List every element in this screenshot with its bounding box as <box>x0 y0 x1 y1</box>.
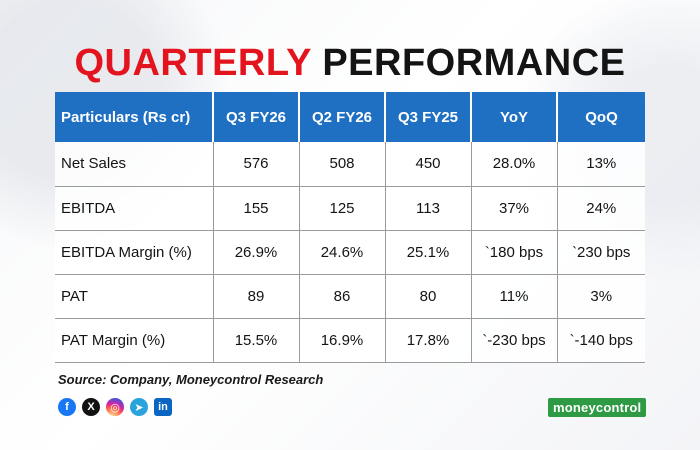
table-cell: 28.0% <box>471 142 558 187</box>
table-cell: 113 <box>385 186 472 231</box>
table-cell: 11% <box>471 274 558 319</box>
table-cell: `-140 bps <box>557 318 645 363</box>
table-cell: 17.8% <box>385 318 472 363</box>
row-label: Net Sales <box>55 142 214 187</box>
header-q2-fy26: Q2 FY26 <box>299 92 386 142</box>
social-icons: f X ◎ ➤ in <box>58 398 172 416</box>
table-row: Net Sales 576 508 450 28.0% 13% <box>55 142 645 187</box>
table-cell: 89 <box>213 274 300 319</box>
row-label: PAT <box>55 274 214 319</box>
table-cell: 26.9% <box>213 230 300 275</box>
row-label: PAT Margin (%) <box>55 318 214 363</box>
table-cell: 15.5% <box>213 318 300 363</box>
table-cell: `180 bps <box>471 230 558 275</box>
table-cell: `230 bps <box>557 230 645 275</box>
table-cell: 86 <box>299 274 386 319</box>
table-cell: 13% <box>557 142 645 187</box>
header-qoq: QoQ <box>557 92 645 142</box>
table-cell: 37% <box>471 186 558 231</box>
source-note: Source: Company, Moneycontrol Research <box>58 372 324 387</box>
table-cell: 24.6% <box>299 230 386 275</box>
table-row: EBITDA 155 125 113 37% 24% <box>55 186 645 231</box>
title-part-quarterly: QUARTERLY <box>74 42 312 84</box>
performance-table: Particulars (Rs cr) Q3 FY26 Q2 FY26 Q3 F… <box>55 92 645 363</box>
table-cell: 155 <box>213 186 300 231</box>
title-part-performance: PERFORMANCE <box>322 42 626 84</box>
moneycontrol-logo: moneycontrol <box>548 398 647 417</box>
table-cell: 450 <box>385 142 472 187</box>
telegram-icon[interactable]: ➤ <box>130 398 148 416</box>
table-cell: 125 <box>299 186 386 231</box>
table-cell: 80 <box>385 274 472 319</box>
table-cell: 576 <box>213 142 300 187</box>
table-cell: 24% <box>557 186 645 231</box>
row-label: EBITDA Margin (%) <box>55 230 214 275</box>
linkedin-icon[interactable]: in <box>154 398 172 416</box>
instagram-icon[interactable]: ◎ <box>106 398 124 416</box>
header-particulars: Particulars (Rs cr) <box>55 92 214 142</box>
facebook-icon[interactable]: f <box>58 398 76 416</box>
table-cell: 25.1% <box>385 230 472 275</box>
header-yoy: YoY <box>471 92 558 142</box>
x-icon[interactable]: X <box>82 398 100 416</box>
table-cell: 508 <box>299 142 386 187</box>
table-cell: 3% <box>557 274 645 319</box>
page-title: QUARTERLY PERFORMANCE <box>0 40 700 86</box>
table-row: PAT 89 86 80 11% 3% <box>55 274 645 319</box>
header-q3-fy26: Q3 FY26 <box>213 92 300 142</box>
table-header-row: Particulars (Rs cr) Q3 FY26 Q2 FY26 Q3 F… <box>55 92 645 142</box>
table-row: PAT Margin (%) 15.5% 16.9% 17.8% `-230 b… <box>55 318 645 363</box>
table-cell: `-230 bps <box>471 318 558 363</box>
row-label: EBITDA <box>55 186 214 231</box>
header-q3-fy25: Q3 FY25 <box>385 92 472 142</box>
table-row: EBITDA Margin (%) 26.9% 24.6% 25.1% `180… <box>55 230 645 275</box>
table-cell: 16.9% <box>299 318 386 363</box>
